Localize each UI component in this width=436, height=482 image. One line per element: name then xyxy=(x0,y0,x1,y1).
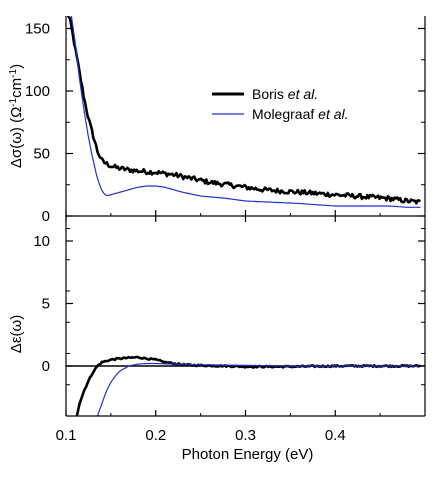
y-axis-label-top: Δσ(ω) (Ω-1cm-1) xyxy=(8,64,26,168)
y-tick-label-top-0: 0 xyxy=(42,208,50,225)
y-axis-label-bottom: Δε(ω) xyxy=(8,315,25,353)
legend-label-0: Boris et al. xyxy=(252,86,318,102)
x-axis-label: Photon Energy (eV) xyxy=(182,446,314,463)
x-tick-label-0.3: 0.3 xyxy=(235,427,256,444)
molegraaf-top-series-line xyxy=(70,16,421,208)
y-tick-label-bottom-0: 0 xyxy=(42,358,50,375)
y-tick-label-top-50: 50 xyxy=(33,146,50,163)
top-panel-sigma: 0 50 100 150 Δσ(ω) (Ω-1cm-1) Boris et al. Mole… xyxy=(8,16,426,225)
x-tick-label-0.2: 0.2 xyxy=(145,427,166,444)
y-tick-label-bottom-10: 10 xyxy=(33,233,50,250)
x-tick-label-0.1: 0.1 xyxy=(56,427,77,444)
y-tick-label-top-100: 100 xyxy=(25,83,50,100)
y-tick-label-bottom-5: 5 xyxy=(42,296,50,313)
boris-top-series-line xyxy=(66,16,421,205)
y-tick-label-top-150: 150 xyxy=(25,21,50,38)
x-tick-label-0.4: 0.4 xyxy=(325,427,346,444)
bottom-panel-epsilon: 0 5 10 0.1 0.2 0.3 0.4 Photon Energy (eV) Δε(ω) xyxy=(8,216,426,463)
legend-label-1: Molegraaf et al. xyxy=(252,106,349,122)
molegraaf-bottom-series-line xyxy=(96,362,421,416)
